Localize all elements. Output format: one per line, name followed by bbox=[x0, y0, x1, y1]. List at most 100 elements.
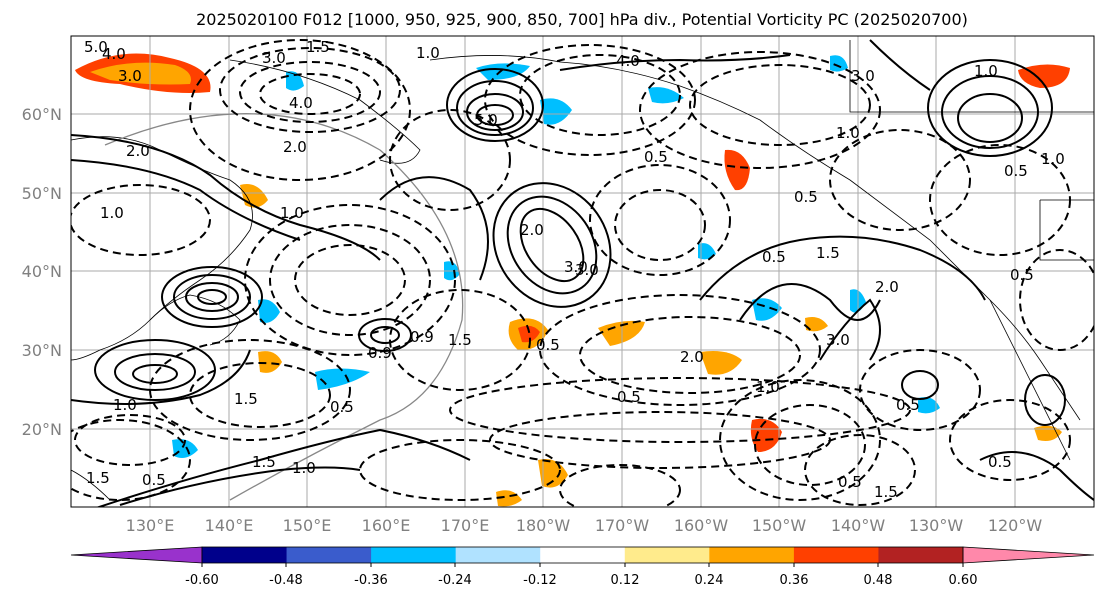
lon-label: 170°W bbox=[595, 516, 650, 535]
lat-label-30n: 30°N bbox=[22, 341, 62, 360]
contour-label: 0.9 bbox=[368, 344, 392, 362]
contour-label: 4.0 bbox=[102, 45, 126, 63]
colorbar-cell bbox=[540, 547, 626, 563]
colorbar-tick-label: -0.24 bbox=[438, 573, 472, 588]
lat-label-20n: 20°N bbox=[22, 420, 62, 439]
pv-contours-dashed bbox=[71, 39, 1094, 507]
lat-label-40n: 40°N bbox=[22, 262, 62, 281]
colorbar-cell bbox=[878, 547, 964, 563]
lon-label: 130°W bbox=[909, 516, 964, 535]
positive-div-patch bbox=[750, 418, 782, 452]
contour-label: 0.5 bbox=[617, 388, 641, 406]
longitude-labels: 130°E 140°E 150°E 160°E 170°E 180°W 170°… bbox=[126, 516, 1043, 535]
contour-label: 1.5 bbox=[86, 469, 110, 487]
colorbar-tick-label: 0.24 bbox=[695, 573, 724, 588]
colorbar-tick-label: 0.36 bbox=[780, 573, 809, 588]
lon-label: 170°E bbox=[441, 516, 490, 535]
positive-div-patch bbox=[1018, 64, 1070, 88]
negative-div-patch bbox=[830, 55, 848, 72]
contour-label: 0.5 bbox=[1010, 266, 1034, 284]
negative-div-patch bbox=[286, 71, 304, 91]
contour-label: 1.5 bbox=[448, 331, 472, 349]
colorbar-cell bbox=[455, 547, 541, 563]
colorbar-cell bbox=[371, 547, 457, 563]
contour-label: 1.0 bbox=[416, 44, 440, 62]
colorbar-cell bbox=[793, 547, 879, 563]
contour-label: 2.0 bbox=[520, 221, 544, 239]
positive-div-patch bbox=[518, 325, 540, 343]
contour-label: 3.0 bbox=[564, 258, 588, 276]
contour-label: 1.5 bbox=[874, 483, 898, 501]
contour-label: 1.0 bbox=[836, 124, 860, 142]
contour-label: 3.0 bbox=[118, 67, 142, 85]
lat-label-50n: 50°N bbox=[22, 184, 62, 203]
positive-div-patch bbox=[538, 459, 568, 488]
contour-label: 1.5 bbox=[306, 38, 330, 56]
contour-label: 1.0 bbox=[113, 396, 137, 414]
positive-div-patch bbox=[258, 351, 282, 373]
lon-label: 140°W bbox=[831, 516, 886, 535]
contour-label: 1.0 bbox=[292, 459, 316, 477]
negative-div-patch bbox=[258, 299, 280, 323]
map-panel: 4.0 3.0 5.0 3.0 1.5 1.0 4.0 2.0 5.0 4.0 … bbox=[70, 35, 1095, 508]
lon-label: 140°E bbox=[205, 516, 254, 535]
lon-label: 180°W bbox=[516, 516, 571, 535]
colorbar-cell bbox=[709, 547, 795, 563]
contour-label: 0.5 bbox=[988, 453, 1012, 471]
contour-label: 3.0 bbox=[851, 67, 875, 85]
map-frame bbox=[70, 35, 1095, 508]
colorbar-tick-label: 0.60 bbox=[949, 573, 978, 588]
contour-label: 2.0 bbox=[875, 278, 899, 296]
contour-label: 3.0 bbox=[262, 49, 286, 67]
contour-label: 3.0 bbox=[575, 261, 599, 279]
negative-div-patch bbox=[698, 243, 716, 260]
contour-label: 1.0 bbox=[974, 62, 998, 80]
contour-label: 1.0 bbox=[1041, 150, 1065, 168]
divergence-shading bbox=[75, 53, 1070, 507]
colorbar-tick-label: 0.48 bbox=[864, 573, 893, 588]
contour-label: 0.5 bbox=[838, 473, 862, 491]
contour-label: 3.0 bbox=[826, 331, 850, 349]
negative-div-patch bbox=[315, 368, 370, 390]
contour-label: 1.0 bbox=[100, 204, 124, 222]
contour-labels: 4.0 3.0 5.0 3.0 1.5 1.0 4.0 2.0 5.0 4.0 … bbox=[84, 38, 1065, 501]
positive-div-patch bbox=[805, 317, 828, 332]
lat-label-60n: 60°N bbox=[22, 105, 62, 124]
contour-label: 1.5 bbox=[234, 390, 258, 408]
contour-label: 0.5 bbox=[644, 148, 668, 166]
figure-title: 2025020100 F012 [1000, 950, 925, 900, 85… bbox=[196, 10, 968, 29]
colorbar-tick-labels: -0.60 -0.48 -0.36 -0.24 -0.12 0.12 0.24 … bbox=[185, 573, 977, 588]
lon-label: 130°E bbox=[126, 516, 175, 535]
negative-div-patch bbox=[172, 439, 198, 458]
contour-label: 0.5 bbox=[762, 248, 786, 266]
negative-div-patch bbox=[648, 87, 684, 104]
colorbar-cells bbox=[70, 546, 1095, 564]
contour-label: 0.9 bbox=[410, 328, 434, 346]
colorbar-ticks bbox=[201, 563, 964, 567]
colorbar-tick-label: -0.12 bbox=[523, 573, 557, 588]
negative-div-patch bbox=[540, 98, 572, 125]
negative-div-patch bbox=[476, 63, 530, 80]
contour-label: 0.5 bbox=[330, 398, 354, 416]
positive-div-patch bbox=[724, 149, 750, 191]
colorbar-tick-label: -0.36 bbox=[354, 573, 388, 588]
contour-label: 5.0 bbox=[84, 38, 108, 56]
colorbar-tick-label: -0.48 bbox=[269, 573, 303, 588]
colorbar: -0.60 -0.48 -0.36 -0.24 -0.12 0.12 0.24 … bbox=[70, 546, 1095, 588]
contour-label: 4.0 bbox=[616, 52, 640, 70]
contour-label: 2.0 bbox=[283, 138, 307, 156]
positive-div-patch bbox=[90, 62, 191, 85]
colorbar-cell bbox=[202, 547, 288, 563]
contour-label: 1.0 bbox=[756, 378, 780, 396]
contour-label: 2.0 bbox=[126, 142, 150, 160]
negative-div-patch bbox=[918, 397, 940, 414]
contour-label: 0.5 bbox=[142, 471, 166, 489]
contour-label: 2.0 bbox=[680, 348, 704, 366]
colorbar-tick-label: 0.12 bbox=[611, 573, 640, 588]
contour-label: 0.5 bbox=[536, 336, 560, 354]
contour-label: 1.0 bbox=[280, 204, 304, 222]
colorbar-outline bbox=[201, 546, 964, 564]
contour-label: 1.5 bbox=[252, 453, 276, 471]
lon-label: 160°W bbox=[674, 516, 729, 535]
